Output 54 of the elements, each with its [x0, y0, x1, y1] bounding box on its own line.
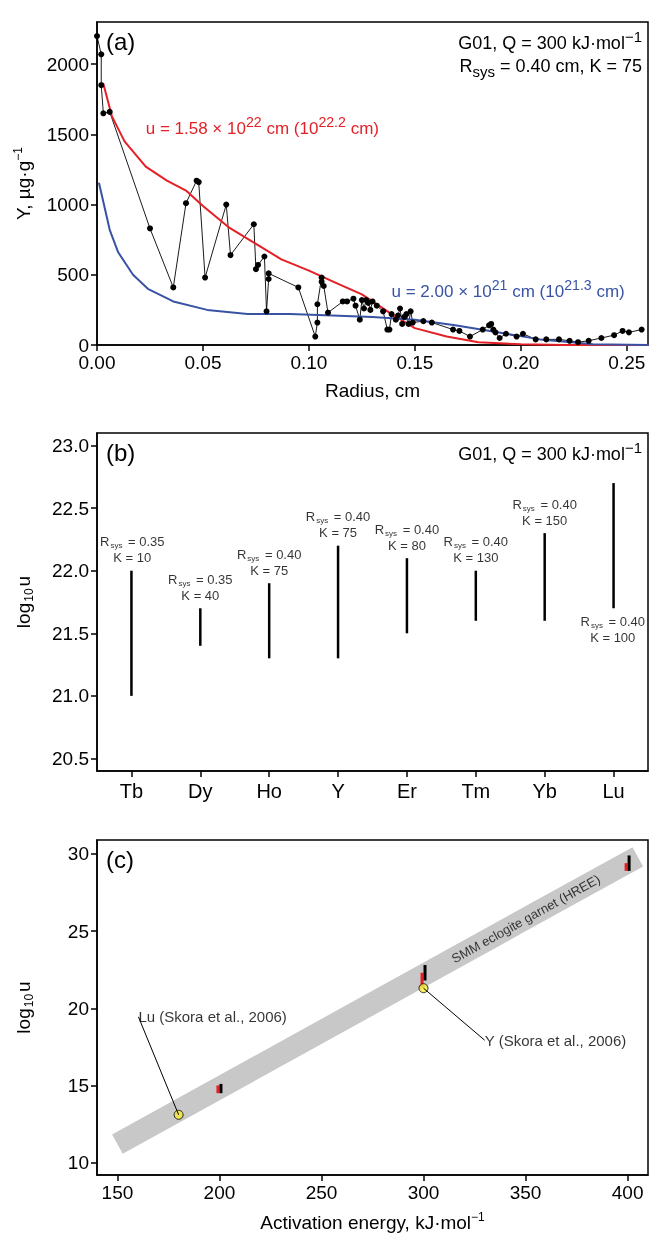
y-tick-label: 23.0 — [52, 435, 89, 457]
annotation: Lu (Skora et al., 2006) — [138, 1008, 287, 1026]
y-tick-label: 30 — [67, 843, 89, 865]
y-tick-label: 22.5 — [52, 497, 89, 519]
chart-title: (b) — [106, 438, 136, 466]
x-tick-label: Lu — [602, 780, 625, 802]
series-label: u = 2.00 × 10$^{21}$ cm (10$^{21.3}$ cm) — [391, 277, 625, 303]
x-tick-label: 400 — [611, 1182, 644, 1203]
y-tick-label: 10 — [67, 1152, 89, 1174]
bar — [612, 483, 615, 609]
y-tick-label: 21.0 — [52, 685, 89, 707]
y-tick-label: 1000 — [46, 194, 89, 216]
y-tick-label: 20 — [67, 997, 89, 1019]
y-tick-label: 22.0 — [52, 560, 89, 582]
y-tick-label: 21.5 — [52, 622, 89, 644]
x-tick-label: Er — [396, 780, 418, 802]
x-tick-label: 0.25 — [608, 352, 646, 373]
bar — [130, 570, 133, 696]
x-tick-label: 150 — [101, 1182, 134, 1203]
y-axis-title: Y, µg·g−1 — [11, 146, 34, 220]
x-tick-label: 300 — [407, 1182, 440, 1203]
x-tick-label: Y — [331, 780, 345, 802]
x-tick-label: 0.20 — [502, 352, 540, 373]
bar — [627, 855, 631, 871]
y-tick-label: 15 — [67, 1074, 89, 1096]
y-tick-label: 500 — [57, 264, 89, 286]
bar — [543, 533, 546, 621]
text: G01, Q = 300 kJ·mol$^{−1}$ — [458, 438, 642, 466]
x-tick-label: Yb — [532, 780, 557, 802]
series-label: u = 1.58 × 10$^{22}$ cm (10$^{22.2}$ cm) — [145, 114, 379, 140]
annotation: Y (Skora et al., 2006) — [484, 1031, 627, 1049]
chart-title: (a) — [106, 27, 136, 55]
x-tick-label: Ho — [256, 780, 282, 802]
bar — [624, 863, 628, 871]
text: G01, Q = 300 kJ·mol$^{−1}$ R$_{sys}$ = 0.40 cm, K = 75 — [458, 28, 642, 80]
y-tick-label: 20.5 — [52, 747, 89, 769]
bar — [423, 965, 427, 981]
y-tick-label: 2000 — [46, 53, 89, 75]
bar — [199, 608, 202, 646]
x-axis-title: Radius, cm — [324, 380, 421, 401]
x-tick-label: Tb — [119, 780, 144, 802]
x-tick-label: Tm — [461, 780, 491, 802]
x-tick-label: 0.15 — [396, 352, 434, 373]
y-axis-title: log10u — [13, 981, 36, 1034]
chart-title: (c) — [106, 845, 134, 873]
y-tick-label: 1500 — [46, 123, 89, 145]
x-tick-label: 350 — [509, 1182, 542, 1203]
x-tick-label: 200 — [203, 1182, 236, 1203]
x-tick-label: 250 — [305, 1182, 338, 1203]
x-tick-label: 0.05 — [184, 352, 222, 373]
x-tick-label: 0.10 — [290, 352, 328, 373]
x-tick-label: Dy — [188, 780, 213, 802]
y-axis-title: log10u — [13, 575, 36, 629]
y-tick-label: 25 — [67, 920, 89, 942]
